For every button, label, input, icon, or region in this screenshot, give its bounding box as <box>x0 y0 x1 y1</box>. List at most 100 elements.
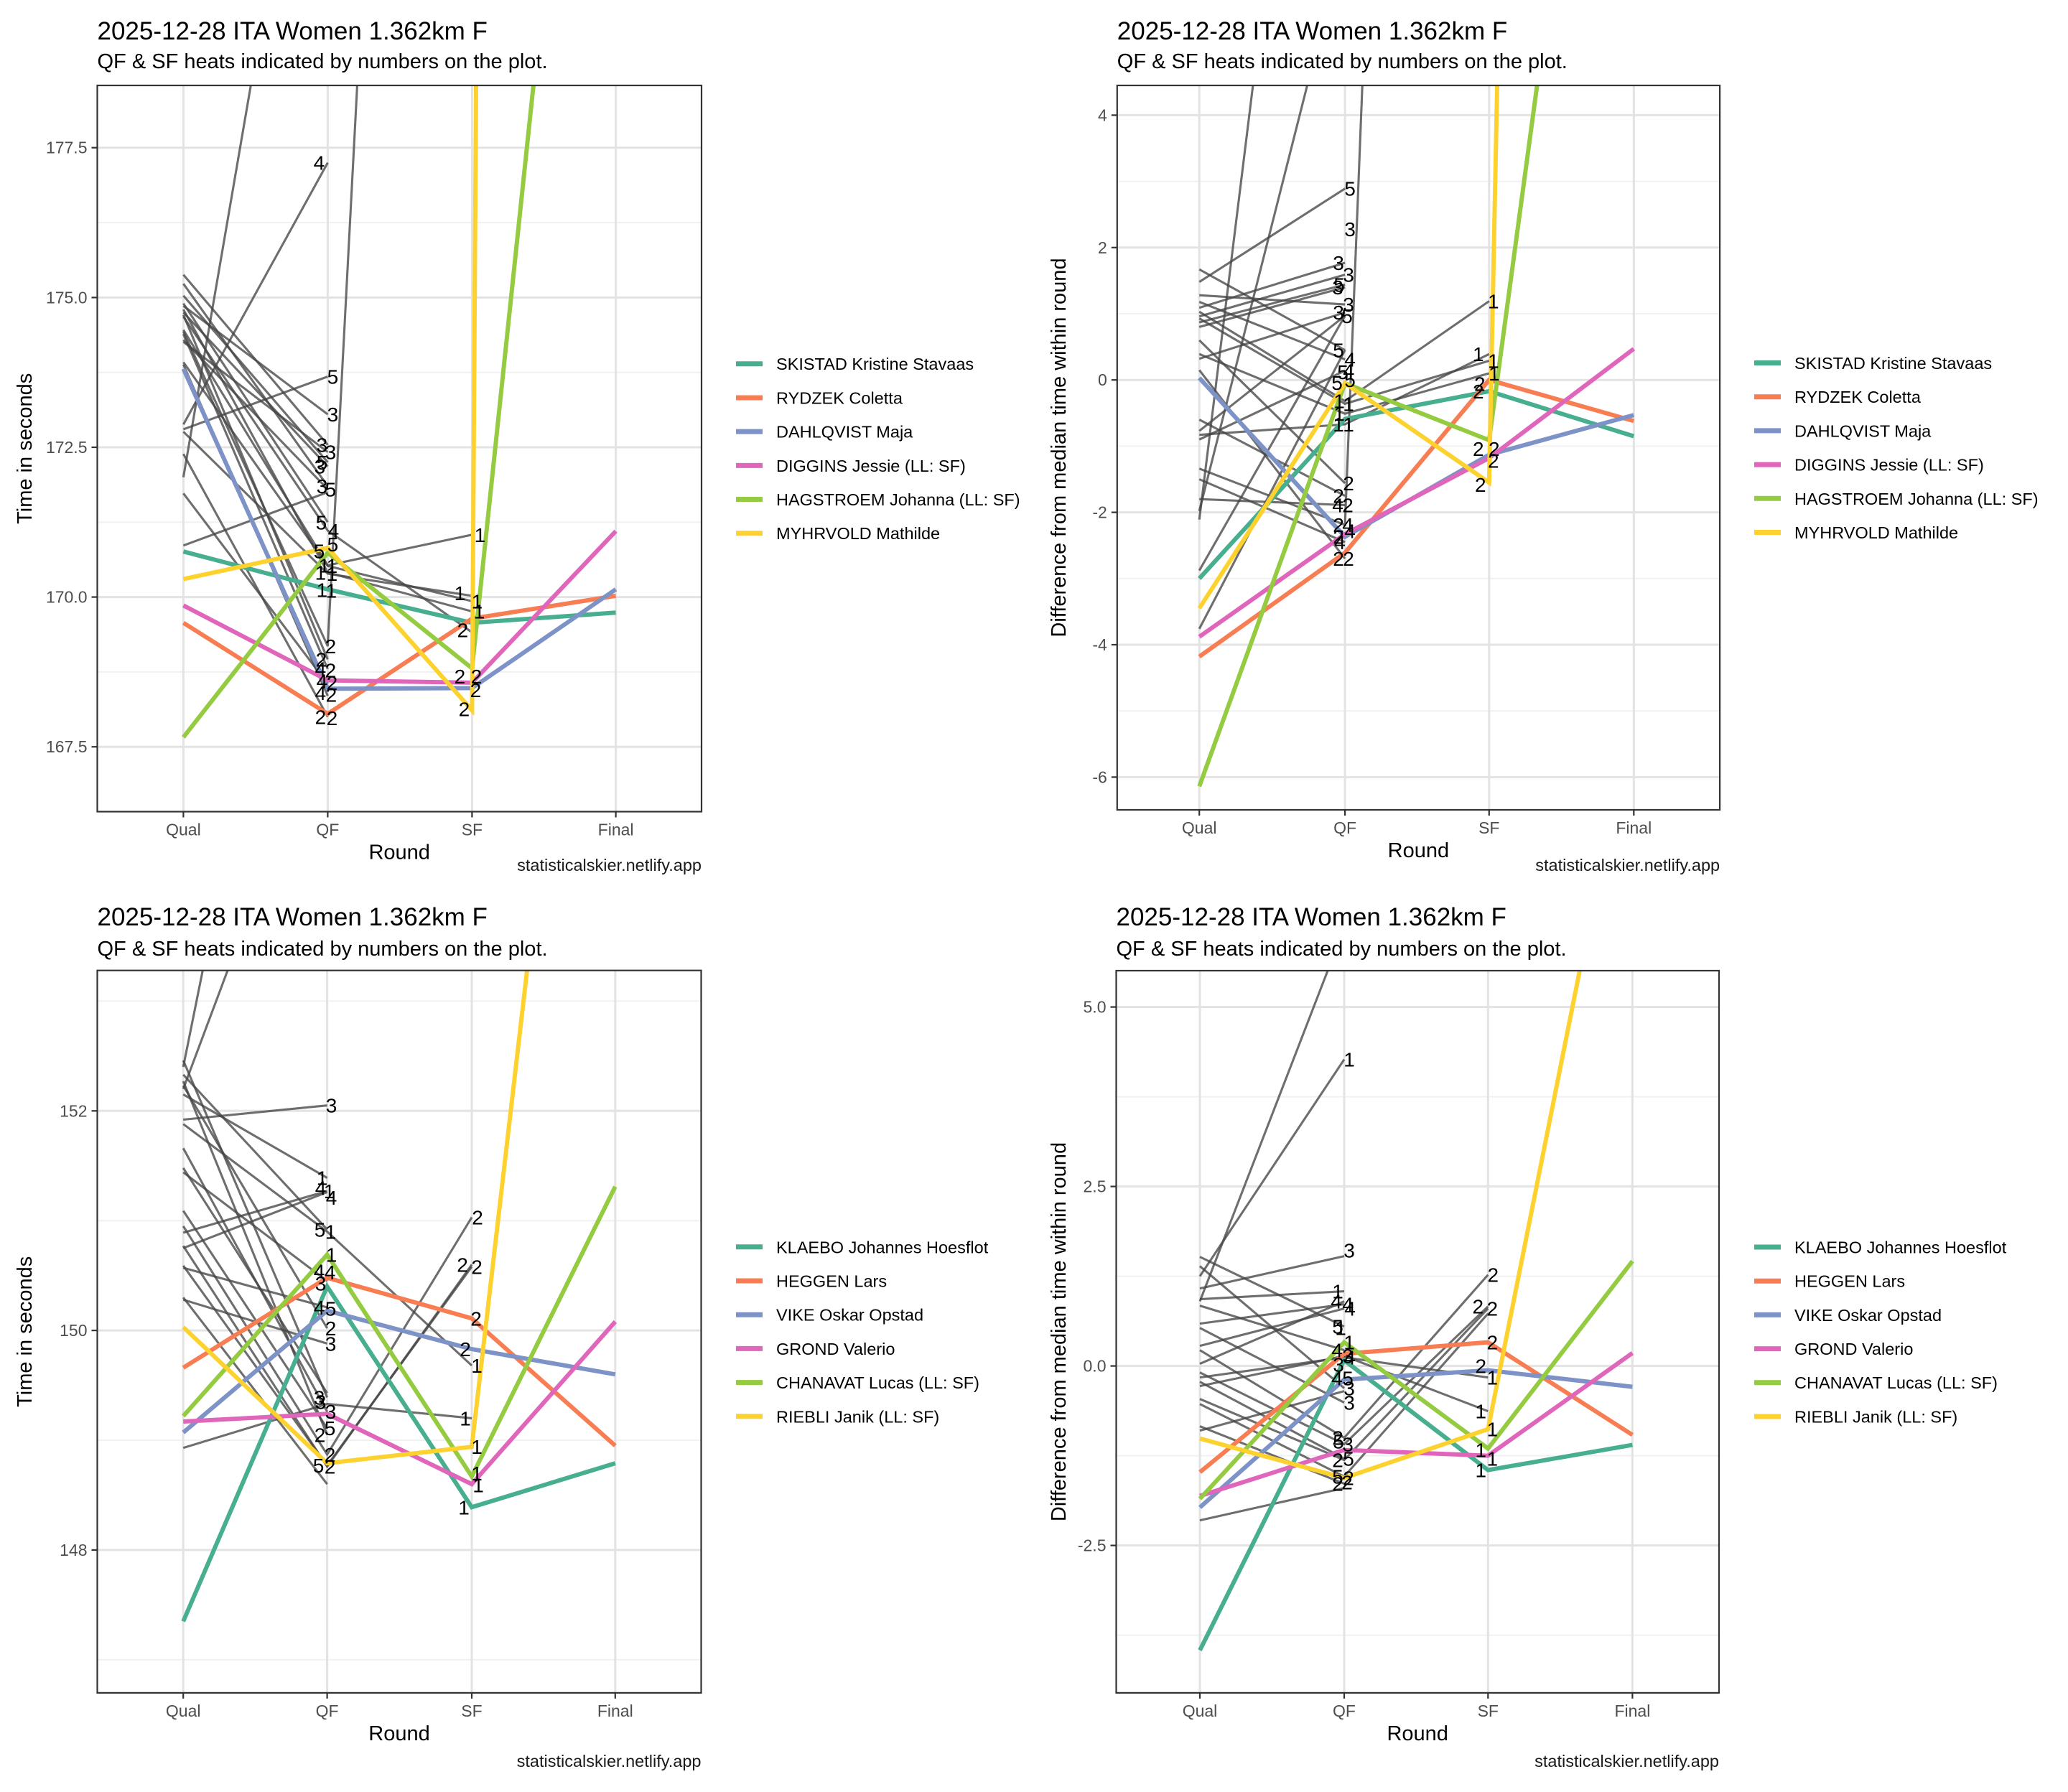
svg-text:1: 1 <box>458 1496 470 1518</box>
svg-text:2025-12-28 ITA Women 1.362km F: 2025-12-28 ITA Women 1.362km F <box>98 903 488 931</box>
svg-text:2: 2 <box>1488 1264 1499 1287</box>
svg-text:2: 2 <box>1475 474 1486 496</box>
svg-text:1: 1 <box>460 1407 471 1429</box>
svg-text:2: 2 <box>1474 373 1486 396</box>
svg-text:5: 5 <box>325 478 337 500</box>
svg-text:Round: Round <box>368 841 429 864</box>
svg-text:5: 5 <box>317 452 328 474</box>
svg-text:4: 4 <box>325 1261 336 1284</box>
svg-text:3: 3 <box>1333 252 1344 274</box>
svg-text:KLAEBO Johannes Hoesflot: KLAEBO Johannes Hoesflot <box>1794 1238 2007 1257</box>
svg-text:RYDZEK Coletta: RYDZEK Coletta <box>1794 388 1922 406</box>
svg-text:2: 2 <box>455 666 466 688</box>
svg-text:DIGGINS Jessie (LL: SF): DIGGINS Jessie (LL: SF) <box>776 457 966 475</box>
svg-text:2: 2 <box>1333 548 1344 570</box>
svg-text:statisticalskier.netlify.app: statisticalskier.netlify.app <box>517 1752 702 1770</box>
svg-text:1: 1 <box>1343 1049 1355 1071</box>
svg-text:SKISTAD Kristine Stavaas: SKISTAD Kristine Stavaas <box>1794 354 1992 373</box>
svg-text:2: 2 <box>1333 485 1344 508</box>
svg-text:1: 1 <box>1489 363 1500 385</box>
svg-text:4: 4 <box>1344 1347 1356 1369</box>
svg-text:5: 5 <box>1333 340 1344 362</box>
svg-text:2025-12-28 ITA Women 1.362km F: 2025-12-28 ITA Women 1.362km F <box>1117 903 1506 931</box>
svg-text:Final: Final <box>1614 1702 1650 1720</box>
svg-text:3: 3 <box>1342 1434 1354 1456</box>
svg-text:4: 4 <box>1344 520 1356 542</box>
svg-text:1: 1 <box>317 579 328 602</box>
svg-text:SF: SF <box>462 821 483 839</box>
svg-text:QF: QF <box>1333 818 1356 837</box>
svg-text:4: 4 <box>1098 106 1107 124</box>
svg-text:HEGGEN Lars: HEGGEN Lars <box>1794 1272 1905 1291</box>
svg-text:4: 4 <box>1342 1294 1354 1316</box>
svg-text:1: 1 <box>1487 1367 1499 1389</box>
svg-text:statisticalskier.netlify.app: statisticalskier.netlify.app <box>1535 856 1720 874</box>
svg-text:2: 2 <box>471 1256 483 1278</box>
svg-text:statisticalskier.netlify.app: statisticalskier.netlify.app <box>517 856 702 874</box>
svg-text:148: 148 <box>60 1541 87 1559</box>
svg-text:VIKE Oskar Opstad: VIKE Oskar Opstad <box>776 1306 923 1325</box>
svg-text:RIEBLI Janik (LL: SF): RIEBLI Janik (LL: SF) <box>1794 1408 1957 1427</box>
svg-text:3: 3 <box>317 434 328 457</box>
svg-text:1: 1 <box>1476 1460 1487 1482</box>
svg-text:1: 1 <box>326 579 337 602</box>
svg-text:1: 1 <box>1333 391 1345 413</box>
svg-text:4: 4 <box>1334 531 1346 554</box>
svg-text:3: 3 <box>1332 276 1343 299</box>
svg-text:2: 2 <box>1487 1298 1499 1320</box>
svg-text:QF & SF heats indicated by num: QF & SF heats indicated by numbers on th… <box>1117 50 1568 73</box>
svg-text:2: 2 <box>327 707 338 729</box>
svg-text:1: 1 <box>1488 291 1499 313</box>
svg-text:1: 1 <box>319 554 330 577</box>
svg-text:1: 1 <box>1332 1281 1343 1303</box>
svg-text:5: 5 <box>1341 305 1353 327</box>
svg-text:1: 1 <box>1476 1401 1487 1423</box>
svg-text:5: 5 <box>1331 372 1343 394</box>
svg-text:3: 3 <box>315 456 326 478</box>
svg-text:DIGGINS Jessie (LL: SF): DIGGINS Jessie (LL: SF) <box>1794 456 1984 475</box>
svg-text:Qual: Qual <box>1182 818 1217 837</box>
svg-text:3: 3 <box>1343 294 1354 316</box>
svg-text:3: 3 <box>327 403 339 426</box>
svg-text:4: 4 <box>315 682 327 704</box>
svg-text:HAGSTROEM Johanna (LL: SF): HAGSTROEM Johanna (LL: SF) <box>1794 490 2039 508</box>
svg-text:2: 2 <box>457 620 469 642</box>
svg-text:3: 3 <box>1343 1240 1355 1262</box>
svg-text:2: 2 <box>459 699 470 721</box>
svg-text:1: 1 <box>471 1462 483 1485</box>
svg-text:QF: QF <box>1333 1702 1356 1720</box>
svg-text:3: 3 <box>317 475 328 498</box>
svg-text:-6: -6 <box>1092 767 1107 786</box>
svg-text:2: 2 <box>470 679 482 701</box>
svg-text:2: 2 <box>472 1207 483 1229</box>
svg-text:RYDZEK Coletta: RYDZEK Coletta <box>776 389 903 408</box>
svg-text:5: 5 <box>1333 274 1345 296</box>
svg-text:2025-12-28 ITA Women 1.362km F: 2025-12-28 ITA Women 1.362km F <box>1117 17 1507 45</box>
svg-text:2: 2 <box>1332 1450 1343 1472</box>
svg-text:4: 4 <box>315 658 327 681</box>
svg-text:4: 4 <box>1331 1291 1342 1313</box>
svg-text:175.0: 175.0 <box>46 288 88 307</box>
svg-text:5: 5 <box>1337 361 1349 383</box>
svg-text:1: 1 <box>1343 414 1354 436</box>
svg-text:1: 1 <box>1487 1419 1499 1441</box>
svg-text:3: 3 <box>1333 1354 1344 1376</box>
svg-text:5: 5 <box>316 511 327 533</box>
svg-text:2: 2 <box>1473 438 1484 460</box>
svg-text:3: 3 <box>325 1333 337 1355</box>
svg-text:2: 2 <box>325 1444 336 1466</box>
svg-text:3: 3 <box>1343 1392 1355 1414</box>
svg-text:MYHRVOLD Mathilde: MYHRVOLD Mathilde <box>1794 523 1958 542</box>
svg-text:Difference from median time wi: Difference from median time within round <box>1048 258 1071 637</box>
svg-text:QF: QF <box>316 821 339 839</box>
svg-text:1: 1 <box>1343 393 1354 415</box>
svg-text:2: 2 <box>315 706 327 729</box>
svg-text:2: 2 <box>1473 1296 1484 1318</box>
svg-text:1: 1 <box>1343 1332 1355 1354</box>
svg-text:2: 2 <box>1487 1332 1499 1354</box>
svg-text:SKISTAD Kristine Stavaas: SKISTAD Kristine Stavaas <box>776 355 974 373</box>
svg-text:5: 5 <box>313 1455 325 1477</box>
svg-text:4: 4 <box>328 520 340 542</box>
svg-text:CHANAVAT Lucas (LL: SF): CHANAVAT Lucas (LL: SF) <box>1794 1373 1998 1392</box>
svg-text:1: 1 <box>455 582 466 605</box>
